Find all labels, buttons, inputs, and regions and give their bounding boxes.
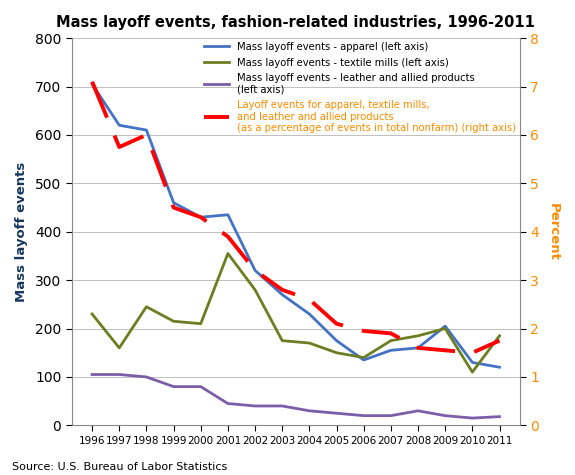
Line: Mass layoff events - apparel (left axis): Mass layoff events - apparel (left axis) — [92, 84, 500, 367]
Mass layoff events - textile mills (left axis) — [279, 338, 286, 343]
Layoff events for apparel, textile mills,
and leather and allied products
(as a percentage of events in total nonfarm) (right axis) — [170, 205, 177, 210]
Layoff events for apparel, textile mills,
and leather and allied products
(as a percentage of events in total nonfarm) (right axis) — [279, 287, 286, 293]
Mass layoff events - textile mills (left axis) — [306, 340, 313, 346]
Layoff events for apparel, textile mills,
and leather and allied products
(as a percentage of events in total nonfarm) (right axis) — [442, 347, 448, 353]
Mass layoff events - leather and allied products
(left axis) — [252, 403, 259, 409]
Mass layoff events - apparel (left axis) — [469, 360, 476, 365]
Mass layoff events - textile mills (left axis) — [415, 333, 421, 339]
Mass layoff events - apparel (left axis) — [279, 292, 286, 297]
Mass layoff events - textile mills (left axis) — [170, 318, 177, 324]
Mass layoff events - textile mills (left axis) — [469, 369, 476, 375]
Mass layoff events - apparel (left axis) — [415, 345, 421, 351]
Mass layoff events - textile mills (left axis) — [388, 338, 394, 343]
Mass layoff events - apparel (left axis) — [197, 214, 204, 220]
Layoff events for apparel, textile mills,
and leather and allied products
(as a percentage of events in total nonfarm) (right axis) — [116, 144, 122, 150]
Mass layoff events - leather and allied products
(left axis) — [224, 401, 231, 407]
Layoff events for apparel, textile mills,
and leather and allied products
(as a percentage of events in total nonfarm) (right axis) — [333, 321, 340, 326]
Mass layoff events - apparel (left axis) — [388, 347, 394, 353]
Mass layoff events - apparel (left axis) — [361, 357, 367, 363]
Mass layoff events - textile mills (left axis) — [333, 350, 340, 356]
Layoff events for apparel, textile mills,
and leather and allied products
(as a percentage of events in total nonfarm) (right axis) — [252, 267, 259, 273]
Mass layoff events - textile mills (left axis) — [89, 311, 95, 317]
Layoff events for apparel, textile mills,
and leather and allied products
(as a percentage of events in total nonfarm) (right axis) — [361, 328, 367, 334]
Layoff events for apparel, textile mills,
and leather and allied products
(as a percentage of events in total nonfarm) (right axis) — [143, 132, 150, 138]
Mass layoff events - apparel (left axis) — [89, 81, 95, 87]
Line: Mass layoff events - textile mills (left axis): Mass layoff events - textile mills (left… — [92, 254, 500, 372]
Mass layoff events - leather and allied products
(left axis) — [143, 374, 150, 380]
Mass layoff events - textile mills (left axis) — [496, 333, 503, 339]
Mass layoff events - textile mills (left axis) — [442, 326, 448, 332]
Mass layoff events - leather and allied products
(left axis) — [361, 413, 367, 418]
Mass layoff events - apparel (left axis) — [306, 311, 313, 317]
Mass layoff events - leather and allied products
(left axis) — [197, 384, 204, 389]
Mass layoff events - leather and allied products
(left axis) — [415, 408, 421, 414]
Mass layoff events - leather and allied products
(left axis) — [442, 413, 448, 418]
Line: Layoff events for apparel, textile mills,
and leather and allied products
(as a percentage of events in total nonfarm) (right axis): Layoff events for apparel, textile mills… — [92, 82, 500, 353]
Mass layoff events - textile mills (left axis) — [252, 287, 259, 293]
Line: Mass layoff events - leather and allied products
(left axis): Mass layoff events - leather and allied … — [92, 374, 500, 418]
Mass layoff events - apparel (left axis) — [442, 323, 448, 329]
Y-axis label: Mass layoff events: Mass layoff events — [15, 162, 28, 302]
Y-axis label: Percent: Percent — [547, 203, 560, 261]
Layoff events for apparel, textile mills,
and leather and allied products
(as a percentage of events in total nonfarm) (right axis) — [388, 331, 394, 336]
Mass layoff events - textile mills (left axis) — [197, 321, 204, 326]
Layoff events for apparel, textile mills,
and leather and allied products
(as a percentage of events in total nonfarm) (right axis) — [224, 234, 231, 239]
Layoff events for apparel, textile mills,
and leather and allied products
(as a percentage of events in total nonfarm) (right axis) — [469, 350, 476, 356]
Layoff events for apparel, textile mills,
and leather and allied products
(as a percentage of events in total nonfarm) (right axis) — [197, 214, 204, 220]
Mass layoff events - leather and allied products
(left axis) — [279, 403, 286, 409]
Mass layoff events - apparel (left axis) — [170, 200, 177, 206]
Mass layoff events - leather and allied products
(left axis) — [89, 371, 95, 377]
Layoff events for apparel, textile mills,
and leather and allied products
(as a percentage of events in total nonfarm) (right axis) — [306, 296, 313, 302]
Mass layoff events - leather and allied products
(left axis) — [306, 408, 313, 414]
Mass layoff events - apparel (left axis) — [333, 338, 340, 343]
Mass layoff events - leather and allied products
(left axis) — [170, 384, 177, 389]
Mass layoff events - leather and allied products
(left axis) — [469, 415, 476, 421]
Mass layoff events - apparel (left axis) — [496, 364, 503, 370]
Legend: Mass layoff events - apparel (left axis), Mass layoff events - textile mills (le: Mass layoff events - apparel (left axis)… — [200, 38, 520, 137]
Mass layoff events - leather and allied products
(left axis) — [496, 414, 503, 419]
Mass layoff events - apparel (left axis) — [143, 127, 150, 133]
Mass layoff events - leather and allied products
(left axis) — [333, 410, 340, 416]
Layoff events for apparel, textile mills,
and leather and allied products
(as a percentage of events in total nonfarm) (right axis) — [89, 79, 95, 85]
Layoff events for apparel, textile mills,
and leather and allied products
(as a percentage of events in total nonfarm) (right axis) — [496, 338, 503, 343]
Mass layoff events - leather and allied products
(left axis) — [388, 413, 394, 418]
Layoff events for apparel, textile mills,
and leather and allied products
(as a percentage of events in total nonfarm) (right axis) — [415, 345, 421, 351]
Mass layoff events - textile mills (left axis) — [116, 345, 122, 351]
Mass layoff events - textile mills (left axis) — [224, 251, 231, 256]
Mass layoff events - apparel (left axis) — [224, 212, 231, 218]
Text: Source: U.S. Bureau of Labor Statistics: Source: U.S. Bureau of Labor Statistics — [12, 462, 227, 472]
Mass layoff events - textile mills (left axis) — [361, 355, 367, 361]
Mass layoff events - apparel (left axis) — [116, 123, 122, 128]
Mass layoff events - textile mills (left axis) — [143, 304, 150, 310]
Title: Mass layoff events, fashion-related industries, 1996-2011: Mass layoff events, fashion-related indu… — [56, 15, 535, 30]
Mass layoff events - leather and allied products
(left axis) — [116, 371, 122, 377]
Mass layoff events - apparel (left axis) — [252, 267, 259, 273]
